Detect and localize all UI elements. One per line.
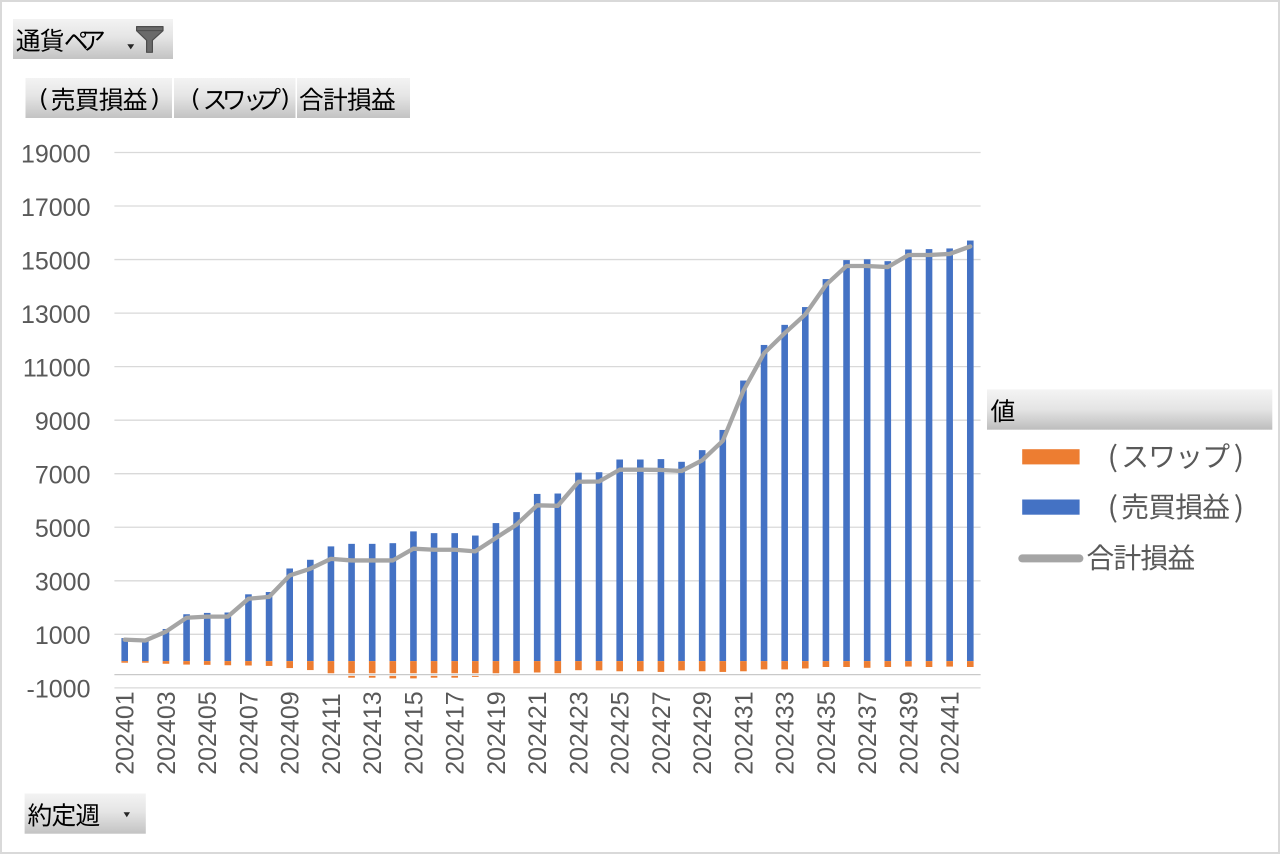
svg-text:202427: 202427 bbox=[648, 691, 676, 774]
svg-text:1000: 1000 bbox=[35, 622, 91, 650]
svg-text:202421: 202421 bbox=[524, 691, 552, 774]
svg-text:202431: 202431 bbox=[730, 691, 758, 774]
svg-text:202437: 202437 bbox=[854, 691, 882, 774]
svg-text:13000: 13000 bbox=[21, 301, 91, 329]
svg-text:202433: 202433 bbox=[772, 691, 800, 774]
svg-text:17000: 17000 bbox=[21, 194, 91, 222]
svg-text:202441: 202441 bbox=[937, 691, 965, 774]
svg-text:202435: 202435 bbox=[813, 691, 841, 774]
svg-text:202409: 202409 bbox=[277, 691, 305, 774]
svg-text:3000: 3000 bbox=[35, 569, 91, 597]
svg-text:15000: 15000 bbox=[21, 247, 91, 275]
svg-text:202419: 202419 bbox=[483, 691, 511, 774]
svg-text:7000: 7000 bbox=[35, 462, 91, 490]
svg-text:202425: 202425 bbox=[607, 691, 635, 774]
svg-text:19000: 19000 bbox=[21, 140, 91, 168]
svg-text:202415: 202415 bbox=[400, 691, 428, 774]
svg-text:202411: 202411 bbox=[318, 693, 346, 775]
svg-text:11000: 11000 bbox=[23, 354, 91, 382]
svg-text:202429: 202429 bbox=[689, 691, 717, 774]
svg-text:202439: 202439 bbox=[895, 691, 923, 774]
svg-text:202413: 202413 bbox=[359, 691, 387, 774]
svg-text:202403: 202403 bbox=[153, 691, 181, 774]
svg-text:202417: 202417 bbox=[442, 691, 470, 774]
svg-text:202423: 202423 bbox=[565, 691, 593, 774]
svg-text:202401: 202401 bbox=[112, 691, 140, 774]
svg-text:202405: 202405 bbox=[194, 691, 222, 774]
svg-text:202407: 202407 bbox=[235, 691, 263, 774]
svg-text:5000: 5000 bbox=[35, 515, 91, 543]
svg-text:-1000: -1000 bbox=[27, 676, 91, 704]
svg-text:9000: 9000 bbox=[35, 408, 91, 436]
